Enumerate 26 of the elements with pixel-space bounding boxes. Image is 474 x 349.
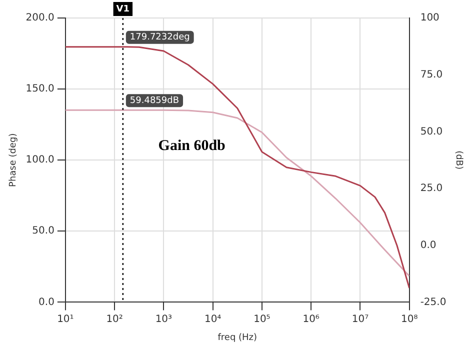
y-tick-label: 50.0 [32, 226, 54, 237]
y-tick-label: 0.0 [38, 296, 54, 308]
y2-tick-label: 0.0 [420, 240, 436, 251]
y2-tick-label: 75.0 [420, 69, 443, 80]
y2-tick-label: 25.0 [420, 183, 443, 194]
y-tick-label: 200.0 [26, 12, 54, 24]
y-axis-title: Phase (deg) [8, 133, 19, 187]
data-label: 179.7232deg [130, 32, 190, 43]
ref-line-label: V1 [116, 4, 130, 14]
y2-tick-label: -25.0 [420, 296, 446, 308]
x-tick-label: 10⁸ [400, 314, 418, 325]
y-tick-label: 150.0 [26, 84, 54, 95]
x-tick-label: 10¹ [57, 314, 74, 325]
x-tick-label: 10² [106, 314, 123, 325]
data-label: 59.4859dB [130, 96, 180, 106]
annotation: Gain 60db [158, 138, 226, 154]
x-tick-label: 10⁷ [352, 314, 369, 325]
x-axis-title: freq (Hz) [218, 332, 258, 343]
y-tick-label: 100.0 [26, 154, 54, 166]
x-tick-label: 10³ [155, 314, 172, 325]
y2-tick-label: 50.0 [420, 126, 443, 138]
x-tick-label: 10⁴ [204, 314, 222, 325]
y2-axis-title: (dB) [453, 150, 464, 170]
x-tick-label: 10⁵ [254, 314, 270, 325]
x-tick-label: 10⁶ [302, 314, 320, 325]
y2-tick-label: 100 [420, 12, 440, 24]
